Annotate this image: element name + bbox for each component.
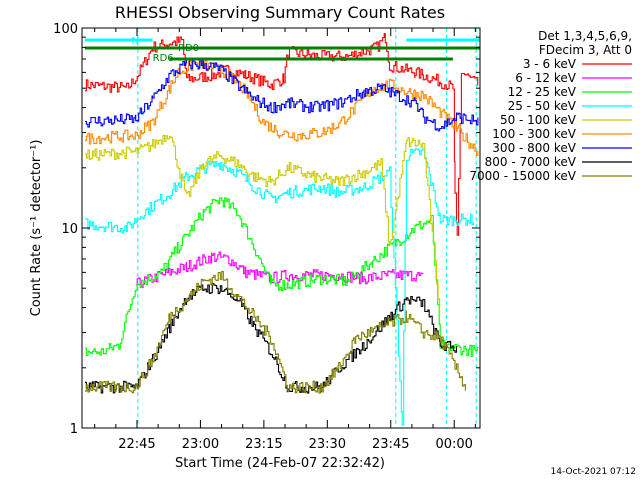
legend: Det 1,3,4,5,6,9,FDecim 3, Att 03 - 6 keV… — [469, 29, 632, 183]
legend-label: 12 - 25 keV — [508, 85, 577, 99]
legend-label: 50 - 100 keV — [500, 113, 577, 127]
legend-label: 25 - 50 keV — [508, 99, 577, 113]
legend-label: 300 - 800 keV — [492, 141, 576, 155]
x-tick-label: 22:45 — [118, 437, 155, 452]
plot-area — [85, 28, 479, 428]
state-bars — [84, 38, 480, 61]
legend-label: 7000 - 15000 keV — [469, 169, 576, 183]
legend-label: 800 - 7000 keV — [485, 155, 577, 169]
annotations: N RD0 RD6 — [131, 36, 199, 64]
annotation-rd6: RD6 — [153, 53, 174, 64]
x-axis-label: Start Time (24-Feb-07 22:32:42) — [175, 456, 385, 471]
series-line-9 — [85, 270, 466, 394]
y-tick-label: 10 — [61, 222, 78, 237]
series-line-4 — [85, 148, 475, 426]
y-tick-label: 1 — [70, 422, 78, 437]
x-tick-label: 23:45 — [372, 437, 409, 452]
series-line-3 — [85, 197, 479, 358]
y-tick-label: 100 — [53, 22, 78, 37]
legend-label: 3 - 6 keV — [523, 57, 577, 71]
legend-label: 100 - 300 keV — [492, 127, 576, 141]
legend-label: 6 - 12 keV — [515, 71, 577, 85]
axes: 1 10 100 22:45 23:00 23:15 23:30 23:45 00:00 — [53, 22, 481, 452]
y-axis-label: Count Rate (s⁻¹ detector⁻¹) — [29, 140, 44, 317]
x-tick-label: 00:00 — [435, 437, 472, 452]
timestamp: 14-Oct-2021 07:12 — [551, 467, 636, 477]
annotation-n: N — [131, 36, 138, 47]
x-tick-label: 23:00 — [182, 437, 219, 452]
series-line-1 — [85, 33, 479, 236]
series-line-5 — [85, 134, 441, 316]
chart-title: RHESSI Observing Summary Count Rates — [115, 3, 445, 22]
series-line-2 — [135, 251, 424, 289]
annotation-rd0: RD0 — [178, 43, 199, 54]
series-line-7 — [85, 58, 479, 132]
x-tick-label: 23:15 — [245, 437, 282, 452]
legend-header: Det 1,3,4,5,6,9, — [538, 29, 632, 43]
x-tick-label: 23:30 — [309, 437, 346, 452]
legend-header: FDecim 3, Att 0 — [539, 43, 632, 57]
